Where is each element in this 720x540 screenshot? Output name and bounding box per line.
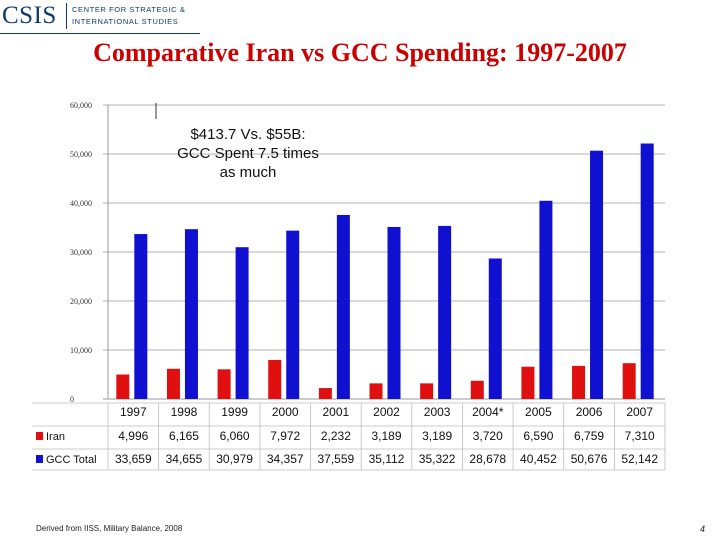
bar-iran [572, 365, 586, 399]
data-label: 28,678 [469, 452, 506, 466]
data-label: 34,655 [166, 452, 203, 466]
logo-tagline-1: CENTER FOR STRATEGIC & [72, 5, 186, 14]
data-label: 7,310 [625, 429, 655, 443]
bar-iran [318, 388, 332, 399]
bar-iran [268, 359, 282, 399]
data-label: 4,996 [118, 429, 148, 443]
legend-swatch [36, 432, 43, 440]
page-number: 4 [700, 524, 706, 534]
x-tick-label: 2007 [626, 405, 653, 419]
y-tick-label: 0 [70, 395, 74, 404]
bar-iran [116, 374, 130, 399]
data-label: 3,189 [371, 429, 401, 443]
logo-divider [66, 3, 67, 29]
y-tick-label: 20,000 [70, 297, 92, 306]
x-tick-label: 2004* [472, 405, 504, 419]
chart-annotation: as much [220, 164, 277, 181]
y-tick-label: 30,000 [70, 248, 92, 257]
data-label: 30,979 [216, 452, 253, 466]
data-label: 3,720 [473, 429, 503, 443]
bar-iran [521, 366, 535, 399]
bar-gcc [134, 234, 148, 399]
logo-wordmark: CSIS [2, 2, 57, 29]
bar-gcc [286, 230, 300, 399]
data-label: 50,676 [571, 452, 608, 466]
data-label: 6,759 [574, 429, 604, 443]
data-label: 40,452 [520, 452, 557, 466]
legend-label: Iran [46, 431, 65, 443]
data-label: 52,142 [621, 452, 658, 466]
csis-logo: CSIS CENTER FOR STRATEGIC & INTERNATIONA… [0, 0, 200, 34]
logo-tagline-2: INTERNATIONAL STUDIES [72, 17, 179, 26]
x-tick-label: 1999 [221, 405, 248, 419]
chart-title: Comparative Iran vs GCC Spending: 1997-2… [93, 38, 627, 67]
x-tick-label: 2000 [272, 405, 299, 419]
data-label: 35,322 [419, 452, 456, 466]
bar-gcc [336, 214, 350, 399]
data-label: 6,165 [169, 429, 199, 443]
source-note: Derived from IISS, Military Balance, 200… [36, 524, 183, 533]
x-tick-label: 1998 [171, 405, 198, 419]
bar-gcc [387, 226, 401, 399]
y-tick-label: 10,000 [70, 346, 92, 355]
bar-iran [166, 368, 180, 399]
x-tick-label: 2002 [373, 405, 400, 419]
x-tick-label: 2006 [576, 405, 603, 419]
bar-gcc [488, 258, 502, 399]
y-tick-label: 50,000 [70, 150, 92, 159]
x-tick-label: 1997 [120, 405, 147, 419]
logo-underline [0, 33, 200, 34]
data-label: 2,232 [321, 429, 351, 443]
data-label: 7,972 [270, 429, 300, 443]
x-tick-label: 2001 [323, 405, 350, 419]
bar-gcc [590, 150, 604, 399]
data-label: 6,060 [220, 429, 250, 443]
bar-iran [470, 380, 484, 399]
bar-gcc [539, 200, 553, 399]
data-label: 37,559 [318, 452, 355, 466]
bar-gcc [184, 229, 198, 399]
bar-iran [420, 383, 434, 399]
bar-gcc [438, 225, 452, 399]
y-tick-label: 60,000 [70, 101, 92, 110]
chart-annotation: $413.7 Vs. $55B: [190, 126, 305, 143]
x-tick-label: 2005 [525, 405, 552, 419]
data-label: 3,189 [422, 429, 452, 443]
data-label: 33,659 [115, 452, 152, 466]
legend-label: GCC Total [46, 454, 97, 466]
data-label: 35,112 [369, 452, 405, 466]
data-label: 6,590 [523, 429, 553, 443]
y-tick-label: 40,000 [70, 199, 92, 208]
x-tick-label: 2003 [424, 405, 451, 419]
data-label: 34,357 [267, 452, 304, 466]
bar-gcc [235, 247, 249, 399]
bar-iran [217, 369, 231, 399]
bar-iran [369, 383, 383, 399]
chart-annotation: GCC Spent 7.5 times [177, 145, 319, 162]
bar-iran [622, 363, 636, 399]
bar-gcc [640, 143, 654, 399]
legend-swatch [36, 455, 43, 463]
